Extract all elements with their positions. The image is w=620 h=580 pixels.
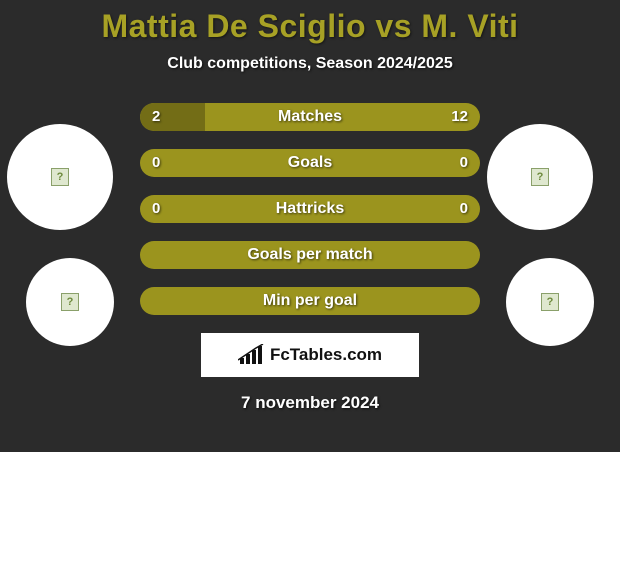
comparison-card: Mattia De Sciglio vs M. Viti Club compet… [0, 0, 620, 452]
stat-row-goals-per-match: Goals per match [140, 241, 480, 269]
stat-label: Goals per match [140, 241, 480, 269]
stat-row-min-per-goal: Min per goal [140, 287, 480, 315]
date-text: 7 november 2024 [0, 393, 620, 413]
image-placeholder-icon: ? [61, 293, 79, 311]
bar-chart-icon [238, 344, 264, 366]
subtitle: Club competitions, Season 2024/2025 [0, 55, 620, 73]
stat-label: Hattricks [140, 195, 480, 223]
brand-text: FcTables.com [270, 345, 382, 365]
player2-club-avatar: ? [506, 258, 594, 346]
stat-value-right: 12 [451, 103, 468, 131]
stats-list: 2 Matches 12 0 Goals 0 0 Hattricks 0 Goa… [140, 103, 480, 315]
stat-row-hattricks: 0 Hattricks 0 [140, 195, 480, 223]
image-placeholder-icon: ? [531, 168, 549, 186]
stat-value-right: 0 [460, 149, 468, 177]
player1-club-avatar: ? [26, 258, 114, 346]
image-placeholder-icon: ? [541, 293, 559, 311]
image-placeholder-icon: ? [51, 168, 69, 186]
stat-label: Min per goal [140, 287, 480, 315]
page-title: Mattia De Sciglio vs M. Viti [0, 8, 620, 45]
player1-avatar: ? [7, 124, 113, 230]
player2-avatar: ? [487, 124, 593, 230]
stat-row-matches: 2 Matches 12 [140, 103, 480, 131]
stat-value-right: 0 [460, 195, 468, 223]
brand-badge: FcTables.com [201, 333, 419, 377]
stat-row-goals: 0 Goals 0 [140, 149, 480, 177]
stat-label: Matches [140, 103, 480, 131]
stat-label: Goals [140, 149, 480, 177]
